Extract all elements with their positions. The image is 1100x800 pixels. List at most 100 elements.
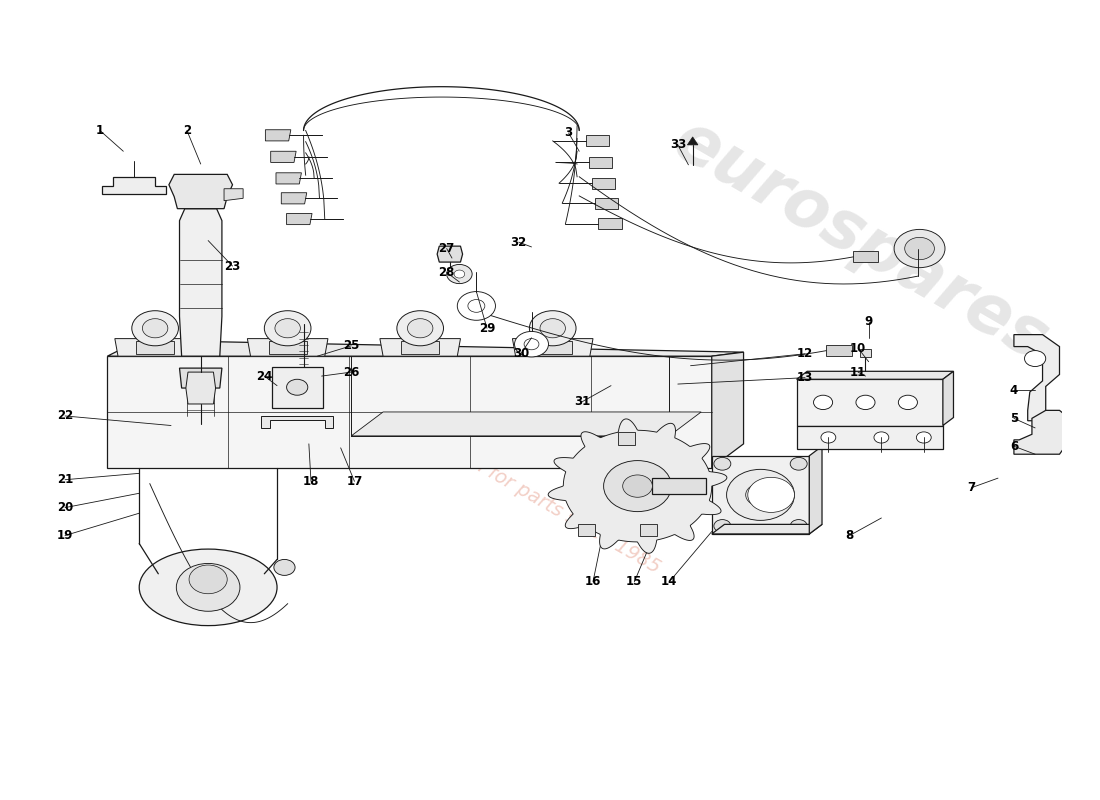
Circle shape: [407, 318, 433, 338]
Text: 22: 22: [57, 410, 73, 422]
Bar: [534, 341, 572, 354]
Text: 1: 1: [96, 124, 104, 137]
Polygon shape: [271, 151, 296, 162]
Circle shape: [176, 563, 240, 611]
Bar: [640, 523, 657, 536]
Text: eurospares: eurospares: [661, 106, 1059, 374]
Circle shape: [714, 458, 730, 470]
Circle shape: [447, 265, 472, 284]
Bar: [579, 523, 595, 536]
Bar: [268, 341, 307, 354]
Polygon shape: [860, 349, 871, 357]
Polygon shape: [712, 524, 822, 534]
Text: a passion for parts since 1985: a passion for parts since 1985: [399, 414, 663, 578]
Polygon shape: [712, 456, 810, 534]
Text: 2: 2: [183, 124, 191, 137]
Circle shape: [748, 478, 794, 513]
Text: 5: 5: [1010, 412, 1018, 425]
Text: 7: 7: [967, 481, 976, 494]
Circle shape: [821, 432, 836, 443]
Polygon shape: [796, 371, 954, 379]
Polygon shape: [261, 416, 333, 428]
Circle shape: [515, 331, 549, 357]
Polygon shape: [169, 174, 232, 209]
Text: 11: 11: [850, 366, 866, 378]
Text: 4: 4: [1010, 384, 1018, 397]
Text: 3: 3: [564, 126, 573, 139]
Polygon shape: [224, 189, 243, 201]
Polygon shape: [282, 193, 307, 204]
Text: 33: 33: [670, 138, 686, 151]
Circle shape: [652, 482, 673, 498]
Text: 24: 24: [256, 370, 273, 382]
Text: 20: 20: [57, 501, 73, 514]
Text: 16: 16: [585, 575, 602, 588]
Polygon shape: [652, 478, 706, 494]
Circle shape: [874, 432, 889, 443]
Text: 30: 30: [513, 347, 529, 360]
Polygon shape: [108, 356, 712, 468]
Circle shape: [714, 519, 730, 532]
Circle shape: [904, 238, 934, 260]
Circle shape: [142, 318, 168, 338]
Circle shape: [894, 230, 945, 268]
Polygon shape: [592, 178, 615, 189]
Polygon shape: [682, 484, 693, 506]
Text: 12: 12: [796, 347, 813, 360]
Polygon shape: [585, 135, 609, 146]
Circle shape: [454, 270, 464, 278]
Text: 25: 25: [343, 339, 360, 352]
Text: 9: 9: [865, 315, 872, 328]
Text: 6: 6: [1010, 440, 1018, 453]
Text: 28: 28: [439, 266, 455, 279]
Text: 17: 17: [346, 475, 363, 488]
Polygon shape: [265, 130, 290, 141]
Text: 19: 19: [57, 529, 74, 542]
Polygon shape: [287, 214, 312, 225]
Circle shape: [916, 432, 932, 443]
Circle shape: [540, 318, 565, 338]
Text: 26: 26: [343, 366, 360, 378]
Polygon shape: [179, 368, 222, 388]
Text: 29: 29: [478, 322, 495, 334]
Circle shape: [468, 299, 485, 312]
Polygon shape: [248, 338, 328, 356]
Circle shape: [397, 310, 443, 346]
Text: 13: 13: [796, 371, 813, 384]
Circle shape: [132, 310, 178, 346]
Polygon shape: [796, 379, 943, 426]
Polygon shape: [595, 198, 618, 209]
Polygon shape: [796, 426, 943, 450]
Ellipse shape: [140, 549, 277, 626]
Polygon shape: [276, 173, 301, 184]
Polygon shape: [437, 246, 463, 262]
Polygon shape: [688, 137, 698, 145]
Circle shape: [189, 565, 228, 594]
Circle shape: [275, 318, 300, 338]
Circle shape: [604, 461, 671, 512]
Text: 31: 31: [574, 395, 591, 408]
Bar: [272, 366, 322, 408]
Circle shape: [727, 470, 794, 520]
Bar: [402, 341, 439, 354]
Polygon shape: [588, 157, 612, 168]
Text: 32: 32: [510, 236, 527, 249]
Polygon shape: [351, 412, 701, 436]
Circle shape: [287, 379, 308, 395]
Polygon shape: [513, 338, 593, 356]
Polygon shape: [114, 338, 196, 356]
Polygon shape: [1014, 410, 1072, 454]
Circle shape: [814, 395, 833, 410]
Polygon shape: [1014, 334, 1059, 421]
Circle shape: [264, 310, 311, 346]
Bar: [136, 341, 174, 354]
Text: 27: 27: [439, 242, 454, 255]
Circle shape: [458, 291, 495, 320]
Text: 23: 23: [224, 259, 241, 273]
Polygon shape: [826, 345, 851, 356]
Text: 14: 14: [661, 575, 678, 588]
Polygon shape: [810, 446, 822, 534]
Circle shape: [746, 484, 776, 506]
Text: 10: 10: [850, 342, 866, 354]
Circle shape: [899, 395, 917, 410]
